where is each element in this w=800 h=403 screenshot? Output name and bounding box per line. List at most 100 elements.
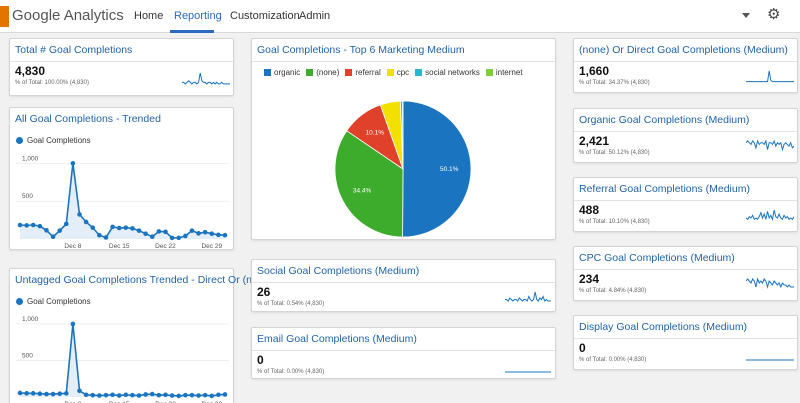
data-point[interactable] xyxy=(163,229,168,235)
data-point[interactable] xyxy=(24,391,29,396)
data-point[interactable] xyxy=(216,392,221,398)
data-point[interactable] xyxy=(103,235,109,240)
nav-reporting[interactable]: Reporting xyxy=(174,10,222,22)
data-point[interactable] xyxy=(37,391,43,397)
data-point[interactable] xyxy=(169,235,175,241)
widget-title[interactable]: (none) Or Direct Goal Completions (Mediu… xyxy=(579,44,788,56)
widget-title[interactable]: Goal Completions - Top 6 Marketing Mediu… xyxy=(257,44,465,56)
data-point[interactable] xyxy=(63,391,69,396)
data-point[interactable] xyxy=(143,392,148,397)
widget-title[interactable]: All Goal Completions - Trended xyxy=(15,113,161,125)
series-legend: Goal Completions xyxy=(16,136,91,145)
data-point[interactable] xyxy=(136,228,142,233)
data-point[interactable] xyxy=(30,222,36,228)
data-point[interactable] xyxy=(116,225,122,231)
widget-title[interactable]: Total # Goal Completions xyxy=(15,44,133,56)
data-point[interactable] xyxy=(189,392,195,398)
data-point[interactable] xyxy=(143,231,148,237)
metric-value: 4,830 xyxy=(15,64,46,78)
metric-percent-of-total: % of Total: 34.37% (4,830) xyxy=(579,80,650,86)
data-point[interactable] xyxy=(50,234,56,240)
data-point[interactable] xyxy=(83,392,89,398)
data-point[interactable] xyxy=(57,228,62,233)
data-point[interactable] xyxy=(110,224,115,230)
metric-value: 488 xyxy=(579,203,600,217)
data-point[interactable] xyxy=(156,229,162,234)
data-point[interactable] xyxy=(116,393,122,398)
data-point[interactable] xyxy=(123,392,129,398)
data-point[interactable] xyxy=(183,392,188,398)
widget-title[interactable]: Social Goal Completions (Medium) xyxy=(257,265,420,277)
data-point[interactable] xyxy=(130,226,135,231)
data-point[interactable] xyxy=(149,234,155,240)
data-point[interactable] xyxy=(156,392,162,398)
data-point[interactable] xyxy=(130,392,135,398)
data-point[interactable] xyxy=(37,223,43,229)
widget-title[interactable]: Organic Goal Completions (Medium) xyxy=(579,114,750,126)
data-point[interactable] xyxy=(50,391,56,397)
data-point[interactable] xyxy=(169,393,175,398)
data-point[interactable] xyxy=(17,390,23,396)
data-point[interactable] xyxy=(90,225,96,230)
legend-label: social networks xyxy=(425,68,480,77)
pie-slice[interactable] xyxy=(334,130,404,238)
nav-admin[interactable]: Admin xyxy=(299,10,331,22)
data-point[interactable] xyxy=(24,223,29,228)
legend-label: referral xyxy=(355,68,381,77)
untagged-goal-completions-trend-chart: 1,000 500 Dec 8 Dec 15 Dec 22 Dec 29 xyxy=(16,316,229,403)
data-point[interactable] xyxy=(202,392,208,398)
data-point[interactable] xyxy=(97,232,102,238)
data-point[interactable] xyxy=(77,212,82,217)
trended-goal-completions-widget: All Goal Completions - Trended Goal Comp… xyxy=(9,107,234,250)
data-point[interactable] xyxy=(163,392,168,398)
data-point[interactable] xyxy=(90,392,96,398)
pie-slice-label: 10.1% xyxy=(366,129,385,136)
data-point[interactable] xyxy=(70,161,76,166)
cpc-goal-completions-widget: CPC Goal Completions (Medium) 234 % of T… xyxy=(573,246,798,301)
google-analytics-logo[interactable]: Google Analytics xyxy=(0,6,150,28)
widget-title[interactable]: Email Goal Completions (Medium) xyxy=(257,333,417,345)
data-point[interactable] xyxy=(44,391,49,397)
gear-icon[interactable]: ⚙ xyxy=(767,6,781,23)
sparkline xyxy=(746,139,794,152)
data-point[interactable] xyxy=(222,232,228,238)
data-point[interactable] xyxy=(123,225,129,230)
legend-item: social networks xyxy=(415,68,480,77)
data-point[interactable] xyxy=(196,393,201,398)
data-point[interactable] xyxy=(17,222,23,228)
data-point[interactable] xyxy=(44,228,49,233)
nav-home[interactable]: Home xyxy=(134,10,164,22)
data-point[interactable] xyxy=(222,392,228,397)
widget-title[interactable]: Untagged Goal Completions Trended - Dire… xyxy=(15,274,261,286)
data-point[interactable] xyxy=(209,231,215,237)
data-point[interactable] xyxy=(83,219,89,225)
pie-slice[interactable] xyxy=(402,100,472,238)
data-point[interactable] xyxy=(103,392,109,398)
data-point[interactable] xyxy=(196,231,201,236)
data-point[interactable] xyxy=(97,393,102,398)
data-point[interactable] xyxy=(63,221,69,227)
data-point[interactable] xyxy=(202,229,208,235)
legend-swatch xyxy=(306,69,314,76)
active-tab-indicator xyxy=(170,30,214,33)
data-point[interactable] xyxy=(189,228,195,233)
data-point[interactable] xyxy=(176,235,182,241)
widget-divider xyxy=(252,350,555,351)
data-point[interactable] xyxy=(176,393,182,399)
series-name: Goal Completions xyxy=(27,297,91,306)
data-point[interactable] xyxy=(30,391,36,396)
data-point[interactable] xyxy=(183,233,188,239)
data-point[interactable] xyxy=(136,393,142,398)
data-point[interactable] xyxy=(209,393,215,399)
data-point[interactable] xyxy=(216,232,221,238)
widget-title[interactable]: Display Goal Completions (Medium) xyxy=(579,321,748,333)
data-point[interactable] xyxy=(149,391,155,397)
widget-title[interactable]: Referral Goal Completions (Medium) xyxy=(579,183,750,195)
nav-customization[interactable]: Customization xyxy=(230,10,300,22)
widget-title[interactable]: CPC Goal Completions (Medium) xyxy=(579,252,735,264)
data-point[interactable] xyxy=(110,392,115,398)
data-point[interactable] xyxy=(70,321,76,327)
data-point[interactable] xyxy=(57,391,62,397)
data-point[interactable] xyxy=(77,388,82,394)
account-dropdown-icon[interactable] xyxy=(742,13,750,18)
